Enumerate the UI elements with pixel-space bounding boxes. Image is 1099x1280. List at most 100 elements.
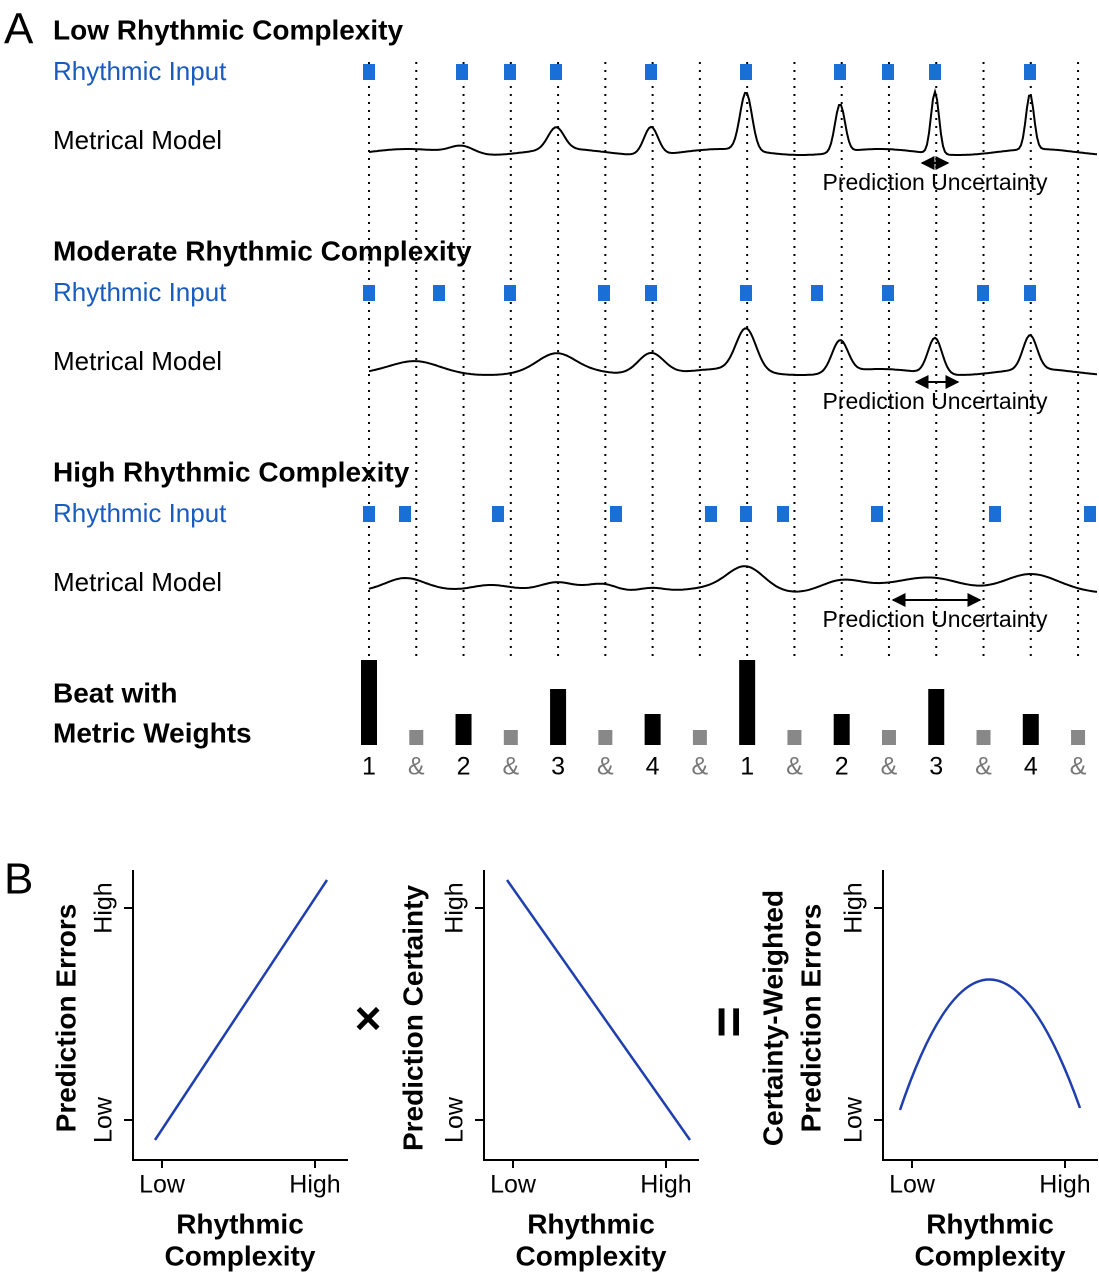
beat-number: 1 [740,753,754,781]
input-onset [645,285,657,301]
beat-bar [455,714,472,745]
operator: × [355,992,382,1044]
section-title: Moderate Rhythmic Complexity [53,235,472,266]
offbeat-mark [503,730,518,745]
input-onset [550,64,562,80]
metrical-model-curve [368,327,1098,376]
x-axis-label: Complexity [915,1240,1066,1271]
input-onset [740,506,752,522]
beat-number: 3 [551,753,565,781]
input-label: Rhythmic Input [53,56,227,86]
y-axis-label: Prediction Certainty [397,885,428,1151]
offbeat-mark [881,730,896,745]
model-label: Metrical Model [53,125,222,155]
y-tick-label: High [90,882,118,933]
offbeat-mark [976,730,991,745]
x-tick-label: High [640,1171,691,1199]
input-onset [777,506,789,522]
section-title: Low Rhythmic Complexity [53,14,403,45]
input-onset [740,285,752,301]
input-onset [363,506,375,522]
offbeat-mark [598,730,613,745]
panel-label: B [4,855,33,904]
input-label: Rhythmic Input [53,498,227,528]
input-onset [882,64,894,80]
beat-number: 3 [929,753,943,781]
input-onset [871,506,883,522]
y-axis-label: Prediction Errors [795,904,826,1133]
x-tick-label: Low [889,1171,936,1199]
x-tick-label: High [289,1171,340,1199]
beat-label: Beat with [53,677,177,708]
input-onset [882,285,894,301]
input-onset [598,285,610,301]
model-label: Metrical Model [53,346,222,376]
axes [132,870,348,1161]
beat-number: 2 [835,753,849,781]
y-axis-label: Certainty-Weighted [757,890,788,1146]
beat-number: & [881,753,898,781]
offbeat-mark [787,730,802,745]
input-onset [705,506,717,522]
beat-number: & [408,753,425,781]
x-axis-label: Complexity [516,1240,667,1271]
metrical-model-curve [368,565,1098,593]
beat-number: 2 [457,753,471,781]
beat-number: 1 [362,753,376,781]
beat-bar [550,689,567,745]
uncertainty-label: Prediction Uncertainty [823,606,1048,632]
beat-bar [1022,714,1039,745]
beat-bar [928,689,945,745]
beat-number: & [975,753,992,781]
input-onset [1084,506,1096,522]
beat-label: Metric Weights [53,717,252,748]
uncertainty-label: Prediction Uncertainty [823,169,1048,195]
y-tick-label: High [441,882,469,933]
input-onset [504,285,516,301]
input-onset [834,64,846,80]
trend-curve [505,879,692,1141]
input-onset [363,64,375,80]
trend-curve [153,879,329,1141]
input-onset [433,285,445,301]
input-onset [1024,285,1036,301]
beat-bar [739,660,756,745]
beat-bar [833,714,850,745]
input-label: Rhythmic Input [53,277,227,307]
x-tick-label: Low [139,1171,186,1199]
model-label: Metrical Model [53,567,222,597]
input-onset [504,64,516,80]
x-axis-label: Complexity [165,1240,316,1271]
y-tick-label: Low [840,1096,868,1143]
offbeat-mark [409,730,424,745]
operator: = [698,1006,758,1038]
input-onset [811,285,823,301]
uncertainty-label: Prediction Uncertainty [823,388,1048,414]
input-onset [929,64,941,80]
y-tick-label: Low [90,1096,118,1143]
x-axis-label: Rhythmic [527,1208,655,1239]
beat-number: & [502,753,519,781]
offbeat-mark [692,730,707,745]
x-tick-label: High [1039,1171,1090,1199]
trend-curve [898,978,1082,1111]
metrical-model-curve [368,88,1098,156]
x-tick-label: Low [490,1171,537,1199]
x-axis-label: Rhythmic [926,1208,1054,1239]
section-title: High Rhythmic Complexity [53,456,410,487]
offbeat-mark [1071,730,1086,745]
beat-number: & [1070,753,1087,781]
axes [483,870,699,1161]
input-onset [399,506,411,522]
panel-label: A [4,5,34,54]
beat-number: & [692,753,709,781]
axes [882,870,1098,1161]
input-onset [740,64,752,80]
input-onset [363,285,375,301]
y-tick-label: Low [441,1096,469,1143]
input-onset [1024,64,1036,80]
input-onset [977,285,989,301]
beat-number: 4 [1024,753,1038,781]
beat-number: 4 [646,753,660,781]
